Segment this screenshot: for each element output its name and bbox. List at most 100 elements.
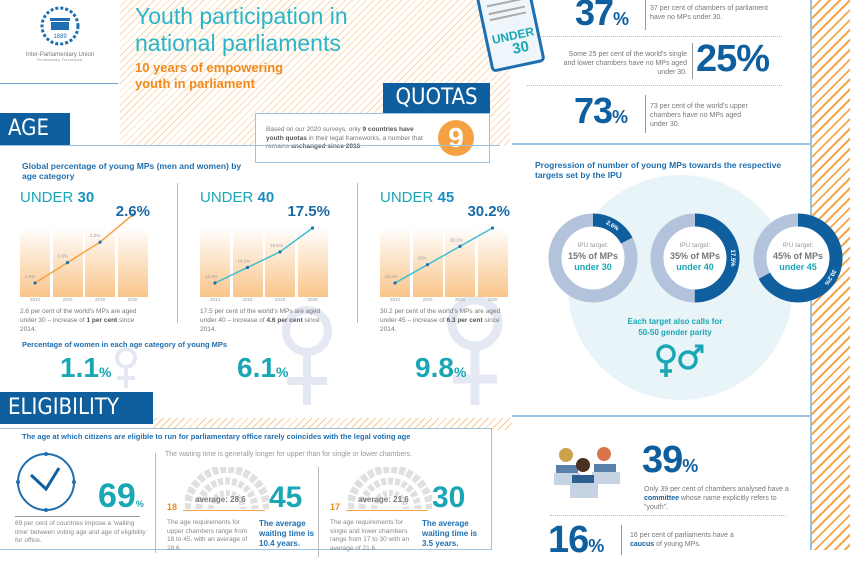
female-symbol-icon (447, 295, 503, 405)
chart-headline-value: 17.5% (287, 203, 330, 220)
data-label: 23.9% (385, 274, 398, 279)
year-label: 2018 (274, 297, 285, 302)
min-age: 17 (330, 502, 341, 512)
year-label: 2018 (454, 297, 465, 302)
data-label: 12.9% (205, 274, 218, 279)
data-label: 14.2% (238, 258, 251, 263)
eligibility-section-label: ELIGIBILITY (0, 392, 153, 424)
waiting-time-text: 69 per cent of countries impose a 'waiti… (15, 520, 146, 544)
age-range-arrow (346, 510, 428, 511)
chart-bar (297, 227, 328, 297)
average-age: average: 21.6 (358, 495, 409, 504)
quotas-label: QUOTAS (383, 83, 490, 113)
year-label: 2014 (209, 297, 220, 302)
chart-bar (265, 227, 295, 297)
stat-25: 25% (696, 38, 770, 80)
data-point (213, 281, 217, 285)
chamber-text: The age requirements for upper chambers … (167, 519, 248, 552)
min-age: 18 (167, 502, 178, 512)
series-line (394, 227, 493, 284)
chart-under-30: UNDER 30 2.6% 1.6% 1.9% 2.2% 2014 2016 2018 2… (20, 189, 150, 333)
stat-73-text: 73 per cent of the world's upper chamber… (650, 103, 748, 128)
max-age: 45 (269, 481, 303, 514)
age-section-label: AGE (0, 113, 70, 145)
chart-under-45: UNDER 45 30.2% 23.9% 26% 28.1% 2014 2016 201… (380, 189, 510, 333)
eligibility-panel: The age at which citizens are eligible t… (0, 428, 492, 557)
chart-bar (380, 227, 410, 297)
stat-37-text: 37 per cent of chambers of parliament ha… (650, 5, 768, 21)
chart-title: UNDER 30 (20, 189, 95, 206)
female-symbol-icon (282, 306, 332, 405)
hemicycle-icon (185, 467, 269, 509)
data-label: 1.9% (58, 254, 68, 259)
hemicycle-icon (348, 467, 432, 509)
chamber-waiting-time: The average waiting time is 3.5 years. (422, 519, 478, 548)
stat-25-text: Some 25 per cent of the world's single a… (563, 51, 687, 76)
young-mps-icon (554, 447, 620, 498)
committee-text: Only 39 per cent of chambers analysed ha… (644, 486, 789, 511)
page-title: Youth participation in national parliamen… (135, 3, 348, 56)
waiting-intro: The waiting time is generally longer for… (165, 451, 413, 458)
women-under-30: 1.1% (60, 352, 112, 383)
global-percentage-title: Global percentage of young MPs (men and … (22, 161, 242, 181)
chart-bar (20, 227, 50, 297)
year-label: 2014 (29, 297, 40, 302)
chart-description: 30.2 per cent of the world's MPs are age… (380, 308, 501, 333)
waiting-time-stat: 69% (98, 477, 144, 515)
stat-37: 37% (575, 0, 629, 33)
data-point (278, 250, 282, 254)
org-tagline: For democracy. For everyone. (36, 58, 84, 62)
committee-stat: 39% (642, 439, 698, 481)
chart-description: 17.5 per cent of the world's MPs are age… (200, 308, 321, 333)
stat-73: 73% (574, 90, 628, 131)
data-point (33, 281, 37, 285)
data-label: 1.6% (25, 274, 35, 279)
series-line (34, 214, 133, 284)
donut-progress (548, 213, 638, 303)
data-point (65, 261, 70, 265)
year-label: 2018 (94, 297, 105, 302)
clock-icon (16, 452, 76, 512)
target-donut: 17.5% IPU target: 35% of MPs under 40 (650, 213, 740, 303)
data-label: 2.2% (90, 233, 100, 238)
line-chart: 1.6% 1.9% 2.2% (25, 213, 135, 285)
chart-bar (412, 227, 443, 297)
targets-title: Progression of number of young MPs towar… (535, 160, 782, 180)
chamber-text: The age requirements for single and lowe… (330, 519, 410, 552)
data-point (458, 244, 462, 248)
data-point (98, 240, 102, 244)
chamber-block: 18 average: 28.6 45 The age requirements… (165, 467, 315, 552)
svg-text:1889: 1889 (53, 34, 67, 40)
top-stats-panel: 37% 37 per cent of chambers of parliamen… (512, 0, 810, 145)
data-point (393, 281, 397, 285)
quotas-box: Based on our 2020 surveys, only 9 countr… (255, 113, 490, 163)
gender-parity-note: Each target also calls for 50-50 gender p… (627, 317, 723, 337)
divider (0, 83, 118, 84)
target-donut: 30.2% IPU target: 45% of MPs under 45 (753, 213, 843, 303)
data-label: 28.1% (450, 237, 463, 242)
year-label: 2020 (127, 297, 138, 302)
data-label: 15.5% (270, 243, 283, 248)
quota-number-badge: 9 (438, 120, 474, 156)
eligibility-headline: The age at which citizens are eligible t… (22, 432, 411, 441)
women-title: Percentage of women in each age category… (22, 340, 228, 349)
caucus-stat: 16% (548, 519, 604, 561)
chart-bar (85, 227, 115, 297)
data-point (130, 213, 135, 217)
line-chart: 12.9% 14.2% 15.5% (205, 226, 315, 285)
chamber-block: 17 average: 21.6 30 The age requirements… (328, 467, 478, 552)
chart-headline-value: 2.6% (115, 203, 150, 220)
chart-bar (200, 227, 230, 297)
age-range-arrow (183, 510, 265, 511)
series-line (214, 227, 313, 284)
caucus-text: 16 per cent of parliaments have a caucus… (630, 532, 734, 548)
data-label: 26% (418, 256, 427, 261)
data-point (425, 263, 430, 267)
donut-progress (753, 213, 843, 303)
quotas-text: Based on our 2020 surveys, only 9 countr… (266, 126, 423, 150)
chart-bar (117, 227, 148, 297)
female-symbol-icon (115, 347, 137, 388)
donut-progress (650, 213, 740, 303)
committees-panel: 39% Only 39 per cent of chambers analyse… (512, 415, 810, 561)
max-age: 30 (432, 481, 466, 514)
